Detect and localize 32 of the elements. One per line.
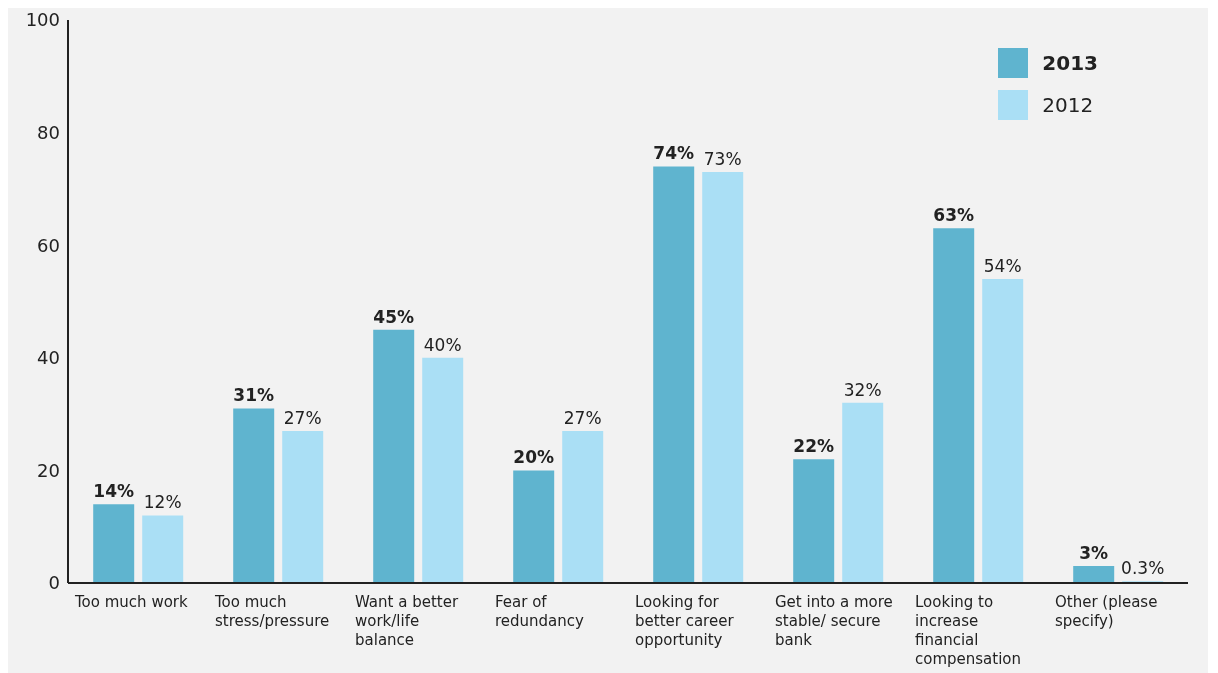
data-label: 45%: [373, 306, 415, 327]
data-label: 0.3%: [1121, 558, 1165, 579]
data-label: 14%: [93, 481, 135, 502]
data-label: 63%: [933, 205, 975, 226]
y-tick-label: 40: [37, 347, 60, 369]
y-tick-label: 0: [48, 572, 60, 594]
y-tick-label: 60: [37, 234, 60, 256]
data-label: 40%: [423, 334, 462, 355]
x-tick-label: Looking to increase financial compensation: [915, 593, 1022, 668]
data-label: 20%: [513, 447, 555, 468]
data-label: 73%: [703, 149, 742, 170]
data-label: 31%: [233, 385, 275, 406]
data-label: 22%: [793, 436, 835, 457]
data-label: 74%: [653, 143, 695, 164]
y-tick-label: 80: [37, 121, 60, 143]
legend-label: 2013: [1042, 51, 1098, 75]
data-label: 54%: [983, 255, 1022, 276]
data-label: 27%: [563, 407, 602, 428]
x-tick-label: Too much work: [74, 593, 188, 611]
x-tick-label: Too much stress/pressure: [214, 593, 330, 630]
x-tick-label: Fear of redundancy: [495, 593, 585, 630]
data-label: 3%: [1079, 543, 1109, 564]
data-label: 27%: [283, 407, 322, 428]
data-label: 12%: [143, 492, 182, 513]
legend-label: 2012: [1042, 93, 1094, 117]
x-tick-label: Want a better work/life balance: [355, 593, 459, 649]
y-tick-label: 100: [25, 9, 60, 31]
y-tick-label: 20: [37, 459, 60, 481]
x-tick-label: Looking for better career opportunity: [635, 593, 735, 649]
x-tick-label: Get into a more stable/ secure bank: [775, 593, 893, 649]
x-tick-label: Other (please specify): [1055, 593, 1158, 630]
data-label: 32%: [843, 379, 882, 400]
